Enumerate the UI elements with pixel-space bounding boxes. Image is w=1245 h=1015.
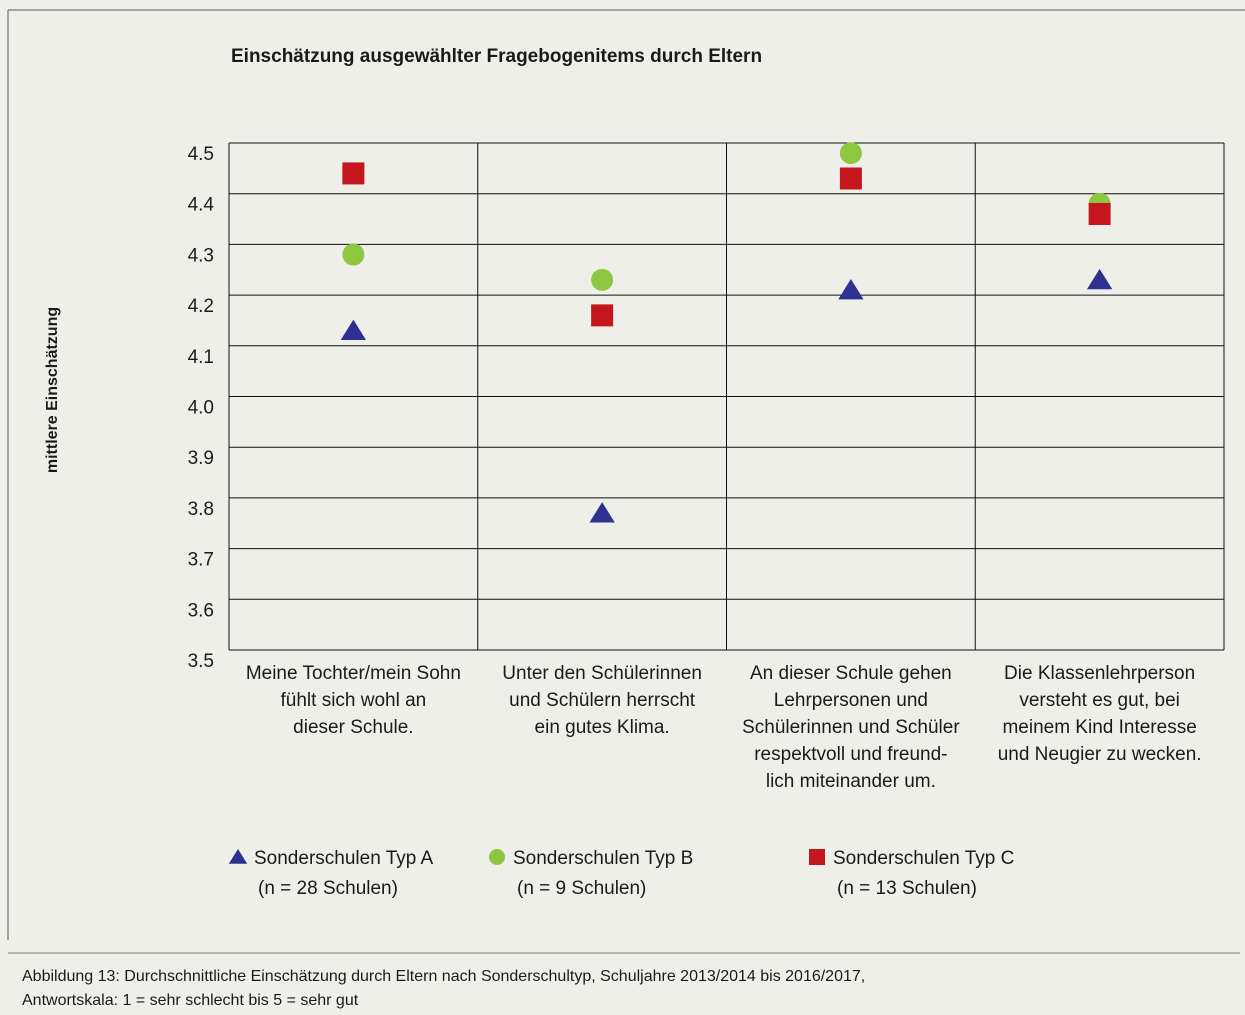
- y-tick-label: 4.5: [188, 144, 214, 165]
- marker: [591, 304, 614, 327]
- marker: [838, 279, 864, 300]
- x-tick-label: Die Klassenlehrperson versteht es gut, b…: [997, 663, 1202, 765]
- marker: [342, 162, 365, 185]
- y-axis-label: mittlere Einschätzung: [44, 307, 61, 473]
- marker: [340, 319, 367, 340]
- y-tick-label: 3.5: [188, 651, 214, 672]
- marker: [342, 243, 365, 266]
- y-tick-label: 3.6: [188, 600, 214, 621]
- y-tick-label: 3.7: [188, 550, 214, 571]
- marker: [839, 167, 862, 190]
- caption: Antwortskala: 1 = sehr schlecht bis 5 = …: [22, 992, 359, 1009]
- legend-note: (n = 9 Schulen): [517, 878, 646, 899]
- legend-note: (n = 13 Schulen): [837, 878, 977, 899]
- marker: [839, 142, 862, 165]
- legend-label: Sonderschulen Typ C: [833, 848, 1014, 869]
- marker: [589, 502, 615, 523]
- y-tick-label: 4.3: [188, 245, 214, 266]
- legend-label: Sonderschulen Typ B: [513, 848, 693, 869]
- marker: [591, 268, 614, 291]
- y-tick-label: 3.9: [188, 448, 214, 469]
- y-tick-label: 4.4: [188, 195, 215, 216]
- chart-title: Einschätzung ausgewählter Fragebogenitem…: [231, 46, 762, 67]
- legend-note: (n = 28 Schulen): [258, 878, 398, 899]
- y-tick-label: 3.8: [188, 499, 214, 520]
- marker: [1088, 202, 1111, 225]
- x-tick-label: Meine Tochter/mein Sohn fühlt sich wohl …: [245, 663, 461, 738]
- y-tick-label: 4.1: [188, 347, 214, 368]
- legend-marker: [809, 849, 825, 865]
- y-tick-label: 4.2: [188, 296, 214, 317]
- marker: [1086, 268, 1113, 290]
- x-tick-label: Unter den Schülerinnen und Schülern herr…: [502, 663, 702, 738]
- caption: Abbildung 13: Durchschnittliche Einschät…: [22, 968, 866, 985]
- legend-label: Sonderschulen Typ A: [254, 848, 434, 869]
- x-tick-label: An dieser Schule gehen Lehrpersonen und …: [742, 663, 960, 792]
- legend-marker: [228, 849, 248, 864]
- y-tick-label: 4.0: [188, 398, 214, 419]
- legend-marker: [489, 849, 505, 865]
